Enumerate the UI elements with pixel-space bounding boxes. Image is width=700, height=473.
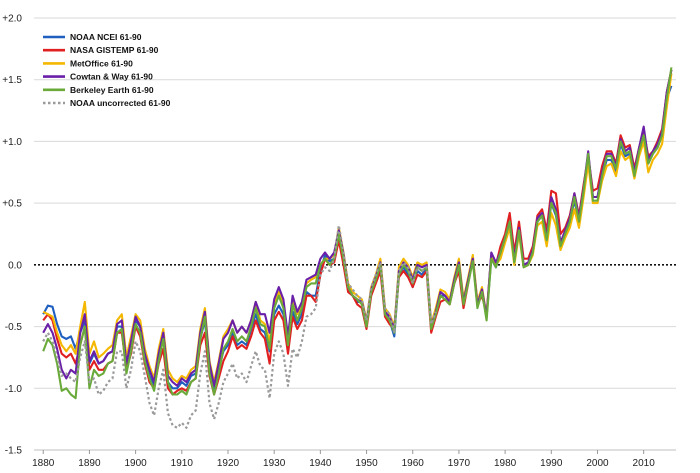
y-tick-label: -1.0 (5, 384, 23, 395)
legend-label: NASA GISTEMP 61-90 (70, 45, 159, 55)
y-tick-label: +0.5 (2, 199, 22, 210)
y-tick-label: +2.0 (2, 14, 22, 25)
x-tick-label: 1960 (402, 458, 425, 469)
x-tick-label: 1940 (309, 458, 332, 469)
grid-layer (34, 17, 676, 451)
legend-label: NOAA NCEI 61-90 (70, 32, 142, 42)
y-tick-label: -1.5 (5, 446, 23, 457)
series-line-5 (42, 67, 673, 400)
series-line-3 (42, 73, 673, 384)
series-line-6 (42, 224, 437, 429)
legend-label: MetOffice 61-90 (70, 58, 133, 68)
x-tick-label: 2000 (586, 458, 609, 469)
legend-label: Cowtan & Way 61-90 (70, 72, 153, 82)
x-tick-label: 1900 (124, 458, 147, 469)
x-tick-label: 2010 (633, 458, 656, 469)
x-tick-label: 1950 (355, 458, 378, 469)
y-tick-label: +1.0 (2, 137, 22, 148)
legend: NOAA NCEI 61-90 NASA GISTEMP 61-90 MetOffi… (43, 32, 171, 108)
x-tick-label: 1910 (171, 458, 194, 469)
x-tick-label: 1980 (494, 458, 517, 469)
x-tick-label: 1930 (263, 458, 286, 469)
x-tick-label: 1970 (448, 458, 471, 469)
x-tick-label: 1990 (540, 458, 563, 469)
series-line-1 (42, 85, 673, 390)
x-tick-label: 1890 (78, 458, 101, 469)
series-layer (42, 67, 673, 429)
y-tick-label: 0.0 (8, 260, 22, 271)
y-tick-label: +1.5 (2, 75, 22, 86)
legend-label: Berkeley Earth 61-90 (70, 85, 154, 95)
x-tick-label: 1880 (32, 458, 55, 469)
y-tick-label: -0.5 (5, 322, 23, 333)
series-line-4 (42, 69, 673, 387)
axis-layer: -1.5 -1.0 -0.5 0.0 +0.5 +1.0 +1.5 +2.0 1880 1890 1… (2, 14, 676, 469)
legend-label: NOAA uncorrected 61-90 (70, 98, 171, 108)
x-tick-label: 1920 (217, 458, 240, 469)
